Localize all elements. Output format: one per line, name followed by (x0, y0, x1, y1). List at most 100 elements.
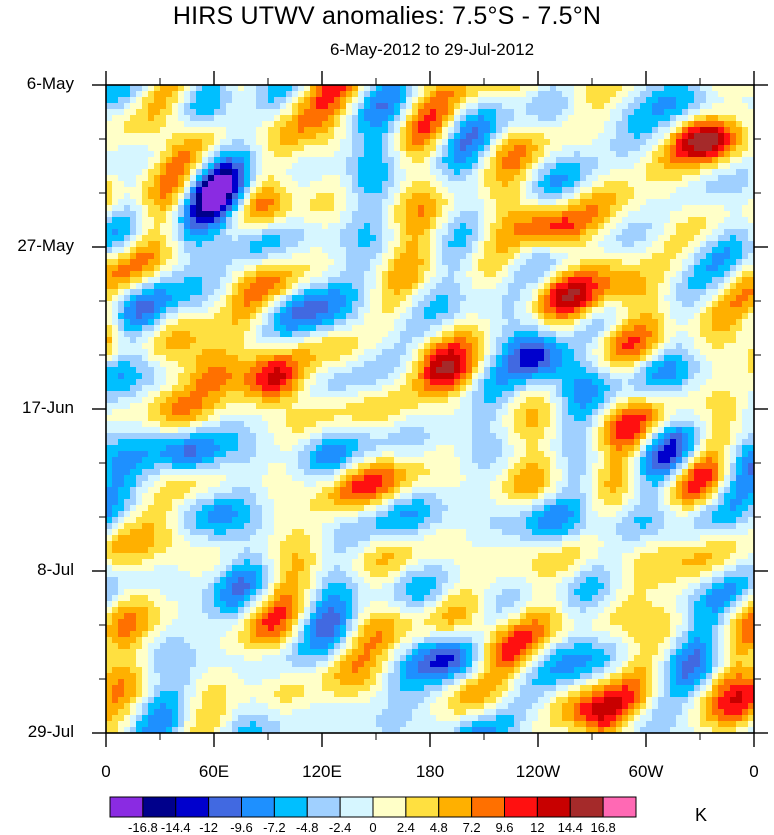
field-cell (232, 127, 239, 134)
field-cell (538, 181, 545, 188)
field-cell (400, 121, 407, 128)
field-cell (490, 337, 497, 344)
field-cell (328, 193, 335, 200)
field-cell (136, 355, 143, 362)
field-cell (400, 115, 407, 122)
field-cell (136, 289, 143, 296)
field-cell (532, 259, 539, 266)
field-cell (370, 319, 377, 326)
field-cell (262, 199, 269, 206)
field-cell (184, 265, 191, 272)
field-cell (448, 355, 455, 362)
field-cell (538, 301, 545, 308)
field-cell (544, 313, 551, 320)
field-cell (106, 181, 113, 188)
field-cell (418, 337, 425, 344)
field-cell (412, 343, 419, 350)
field-cell (748, 247, 754, 254)
field-cell (256, 199, 263, 206)
field-cell (280, 217, 287, 224)
field-cell (682, 145, 689, 152)
field-cell (694, 253, 701, 260)
field-cell (262, 349, 269, 356)
field-cell (232, 325, 239, 332)
field-cell (574, 295, 581, 302)
field-cell (208, 229, 215, 236)
field-cell (496, 265, 503, 272)
field-cell (622, 313, 629, 320)
field-cell (322, 211, 329, 218)
field-cell (604, 85, 611, 92)
field-cell (412, 331, 419, 338)
field-cell (700, 157, 707, 164)
field-cell (376, 277, 383, 284)
field-cell (250, 307, 257, 314)
field-cell (436, 127, 443, 134)
field-cell (154, 355, 161, 362)
field-cell (640, 175, 647, 182)
field-cell (220, 277, 227, 284)
field-cell (310, 355, 317, 362)
field-cell (454, 175, 461, 182)
field-cell (148, 331, 155, 338)
field-cell (520, 325, 527, 332)
field-cell (472, 313, 479, 320)
field-cell (538, 151, 545, 158)
field-cell (688, 109, 695, 116)
field-cell (592, 211, 599, 218)
field-cell (310, 235, 317, 242)
field-cell (304, 259, 311, 266)
field-cell (340, 199, 347, 206)
field-cell (682, 133, 689, 140)
field-cell (328, 205, 335, 212)
field-cell (232, 151, 239, 158)
field-cell (262, 235, 269, 242)
field-cell (214, 337, 221, 344)
field-cell (592, 181, 599, 188)
field-cell (400, 331, 407, 338)
field-cell (160, 301, 167, 308)
field-cell (514, 259, 521, 266)
field-cell (490, 157, 497, 164)
field-cell (496, 253, 503, 260)
field-cell (544, 127, 551, 134)
field-cell (310, 181, 317, 188)
field-cell (118, 223, 125, 230)
field-cell (316, 205, 323, 212)
field-cell (262, 313, 269, 320)
field-cell (520, 247, 527, 254)
field-cell (352, 211, 359, 218)
field-cell (574, 253, 581, 260)
field-cell (646, 193, 653, 200)
field-cell (388, 325, 395, 332)
field-cell (724, 157, 731, 164)
field-cell (634, 103, 641, 110)
field-cell (502, 115, 509, 122)
field-cell (694, 241, 701, 248)
field-cell (184, 253, 191, 260)
field-cell (172, 331, 179, 338)
field-cell (424, 313, 431, 320)
field-cell (172, 319, 179, 326)
field-cell (580, 235, 587, 242)
field-cell (226, 235, 233, 242)
field-cell (376, 97, 383, 104)
field-cell (232, 85, 239, 92)
field-cell (166, 175, 173, 182)
field-cell (154, 265, 161, 272)
field-cell (238, 193, 245, 200)
field-cell (622, 295, 629, 302)
field-cell (346, 181, 353, 188)
field-cell (544, 343, 551, 350)
field-cell (682, 217, 689, 224)
field-cell (280, 331, 287, 338)
field-cell (490, 289, 497, 296)
field-cell (700, 85, 707, 92)
field-cell (676, 313, 683, 320)
field-cell (490, 169, 497, 176)
field-cell (280, 169, 287, 176)
field-cell (442, 283, 449, 290)
field-cell (190, 169, 197, 176)
field-cell (742, 289, 749, 296)
field-cell (190, 163, 197, 170)
